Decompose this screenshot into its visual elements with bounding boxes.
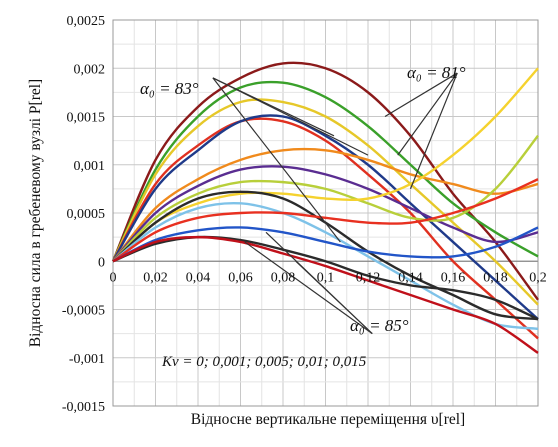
x-axis-title: Відносне вертикальне переміщення υ[rel] bbox=[191, 411, 465, 428]
y-tick-label: 0,0005 bbox=[67, 207, 106, 222]
x-tick-label: 0,14 bbox=[398, 270, 423, 285]
series-line-7 bbox=[112, 165, 539, 263]
annotation-alpha-81: α₀ = 81° bbox=[407, 63, 466, 82]
leader-line bbox=[212, 77, 341, 243]
series-line-15 bbox=[112, 235, 539, 354]
series-line-6 bbox=[112, 147, 539, 262]
series-line-12 bbox=[112, 178, 539, 263]
y-tick-label: 0,001 bbox=[74, 159, 106, 174]
x-tick-label: 0 bbox=[110, 270, 117, 285]
leader-line bbox=[212, 77, 369, 156]
series-line-8 bbox=[112, 135, 539, 263]
y-tick-label: 0,0015 bbox=[67, 111, 106, 126]
leader-line bbox=[384, 72, 458, 118]
leader-line bbox=[397, 72, 458, 156]
x-tick-label: 0,16 bbox=[441, 270, 466, 285]
y-tick-label: 0,002 bbox=[74, 62, 106, 77]
y-axis-title: Відносна сила в гребеневому вузлі P[rel] bbox=[27, 79, 44, 347]
leader-line bbox=[409, 72, 458, 190]
x-tick-label: 0,04 bbox=[186, 270, 211, 285]
x-tick-labels: 0 0,02 0,04 0,06 0,08 0,1 0,12 0,14 0,16 0,18 0,2 bbox=[110, 270, 547, 285]
y-tick-label: -0,0015 bbox=[62, 400, 105, 415]
leader-line bbox=[244, 241, 373, 335]
annotation-leader-lines bbox=[212, 72, 458, 335]
y-tick-label: 0 bbox=[98, 255, 105, 270]
x-tick-label: 0,1 bbox=[317, 270, 335, 285]
annotation-kv: Kv = 0; 0,001; 0,005; 0,01; 0,015 bbox=[161, 354, 367, 370]
x-tick-label: 0,18 bbox=[483, 270, 508, 285]
x-tick-label: 0,2 bbox=[529, 270, 547, 285]
x-tick-label: 0,12 bbox=[356, 270, 381, 285]
plot-frame bbox=[112, 19, 539, 407]
x-tick-label: 0,02 bbox=[143, 270, 168, 285]
series-line-13 bbox=[112, 226, 539, 263]
series-line-9 bbox=[112, 67, 539, 263]
series-line-4 bbox=[111, 117, 539, 340]
annotation-alpha-85: α₀ = 85° bbox=[350, 316, 409, 335]
series-lines bbox=[111, 61, 539, 354]
x-tick-label: 0,08 bbox=[271, 270, 296, 285]
series-line-11 bbox=[112, 201, 539, 330]
series-line-5 bbox=[111, 114, 539, 321]
annotation-alpha-83: α₀ = 83° bbox=[140, 79, 199, 98]
y-tick-label: -0,0005 bbox=[62, 304, 105, 319]
x-tick-label: 0,06 bbox=[228, 270, 253, 285]
leader-line bbox=[295, 260, 373, 335]
y-tick-label: 0,0025 bbox=[67, 14, 106, 29]
y-tick-labels: 0,0025 0,002 0,0015 0,001 0,0005 0 -0,0005 -0,0… bbox=[62, 14, 105, 415]
y-tick-label: -0,001 bbox=[69, 352, 105, 367]
